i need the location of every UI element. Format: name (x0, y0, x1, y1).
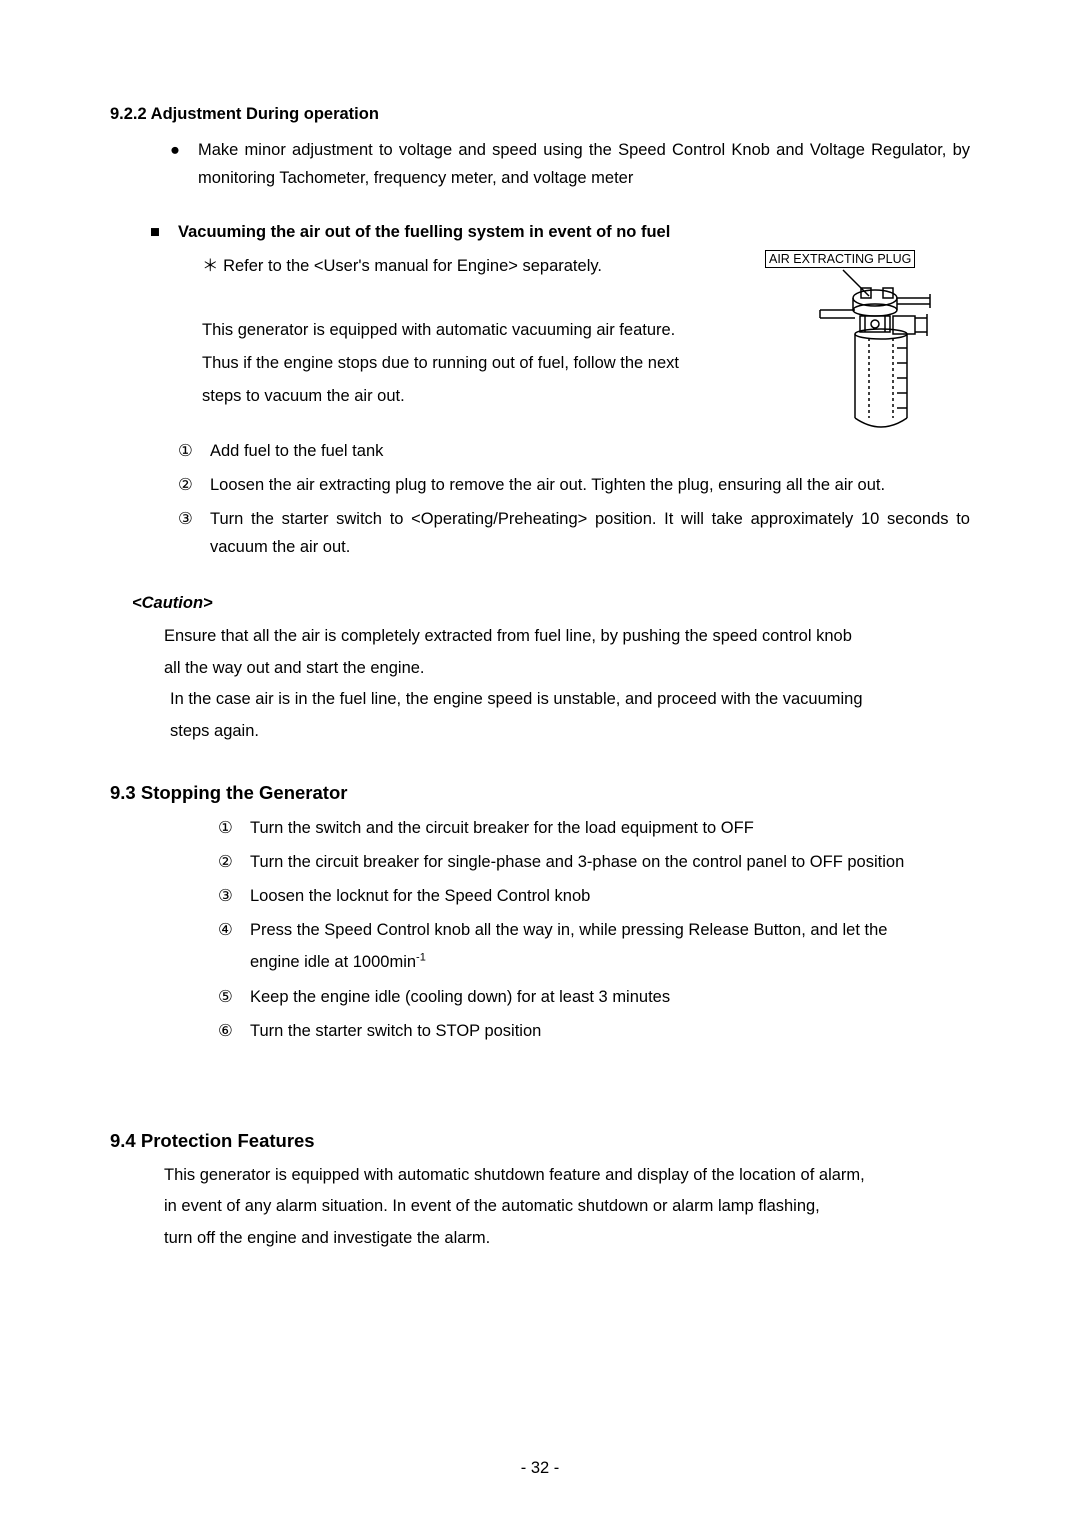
num-marker: ⑤ (218, 983, 250, 1011)
num-marker: ⑥ (218, 1017, 250, 1045)
step-text: Turn the starter switch to STOP position (250, 1017, 970, 1045)
caution-line: Ensure that all the air is completely ex… (164, 621, 970, 652)
num-marker: ③ (178, 505, 210, 561)
num-marker: ① (178, 437, 210, 465)
step-text: Turn the starter switch to <Operating/Pr… (210, 505, 970, 561)
caution-line: all the way out and start the engine. (164, 653, 970, 684)
prot-line: in event of any alarm situation. In even… (164, 1191, 970, 1222)
figure-label: AIR EXTRACTING PLUG (765, 250, 915, 268)
step-sub-text: engine idle at 1000min (250, 953, 416, 971)
step-row: ③ Turn the starter switch to <Operating/… (178, 505, 970, 561)
step-text: Loosen the locknut for the Speed Control… (250, 882, 970, 910)
bullet-text: Make minor adjustment to voltage and spe… (198, 136, 970, 192)
bullet-item: ● Make minor adjustment to voltage and s… (170, 136, 970, 192)
num-marker: ② (218, 848, 250, 876)
step-row: ⑥ Turn the starter switch to STOP positi… (218, 1017, 970, 1045)
para-line: steps to vacuum the air out. (202, 380, 722, 413)
bullet-marker: ● (170, 136, 198, 192)
prot-line: turn off the engine and investigate the … (164, 1223, 970, 1254)
page-content: 9.2.2 Adjustment During operation ● Make… (0, 0, 1080, 1314)
heading-922: 9.2.2 Adjustment During operation (110, 100, 970, 128)
step-text: Turn the switch and the circuit breaker … (250, 814, 970, 842)
step-row: ③ Loosen the locknut for the Speed Contr… (218, 882, 970, 910)
air-plug-figure: AIR EXTRACTING PLUG (765, 250, 965, 440)
heading-93: 9.3 Stopping the Generator (110, 777, 970, 808)
caution-body: Ensure that all the air is completely ex… (164, 621, 970, 746)
num-marker: ② (178, 471, 210, 499)
step-row: ② Turn the circuit breaker for single-ph… (218, 848, 970, 876)
stop-list: ① Turn the switch and the circuit breake… (110, 814, 970, 1044)
page-number: - 32 - (0, 1459, 1080, 1478)
air-plug-icon (765, 268, 965, 438)
step-text: Press the Speed Control knob all the way… (250, 916, 970, 944)
caution-line: In the case air is in the fuel line, the… (170, 684, 970, 715)
step-text: Turn the circuit breaker for single-phas… (250, 848, 970, 876)
superscript: -1 (416, 952, 426, 964)
num-marker: ④ (218, 916, 250, 944)
num-marker: ① (218, 814, 250, 842)
step-row: ⑤ Keep the engine idle (cooling down) fo… (218, 983, 970, 1011)
step-row: ① Turn the switch and the circuit breake… (218, 814, 970, 842)
step-text: Keep the engine idle (cooling down) for … (250, 983, 970, 1011)
caution-line: steps again. (170, 716, 970, 747)
vacuum-paragraph: This generator is equipped with automati… (202, 314, 722, 413)
num-marker: ③ (218, 882, 250, 910)
heading-94: 9.4 Protection Features (110, 1125, 970, 1156)
caution-label: <Caution> (132, 589, 970, 617)
para-line: This generator is equipped with automati… (202, 314, 722, 347)
square-marker: ■ (150, 218, 178, 246)
step-text: Loosen the air extracting plug to remove… (210, 471, 970, 499)
sub-heading-row: ■ Vacuuming the air out of the fuelling … (150, 218, 970, 246)
para-line: Thus if the engine stops due to running … (202, 347, 722, 380)
prot-line: This generator is equipped with automati… (164, 1160, 970, 1191)
protection-body: This generator is equipped with automati… (164, 1160, 970, 1254)
step-row: ② Loosen the air extracting plug to remo… (178, 471, 970, 499)
step-row: ④ Press the Speed Control knob all the w… (218, 916, 970, 944)
step-sub: engine idle at 1000min-1 (250, 948, 970, 976)
sub-heading: Vacuuming the air out of the fuelling sy… (178, 218, 670, 246)
